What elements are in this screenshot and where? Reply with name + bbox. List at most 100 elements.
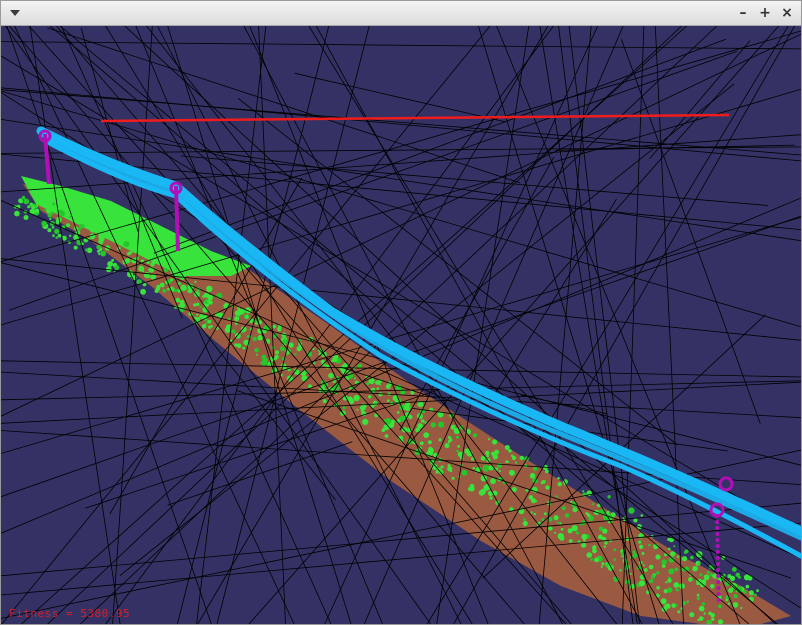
vegetation-point xyxy=(472,466,476,470)
candidate-line xyxy=(453,26,795,624)
power-line-lower xyxy=(43,138,801,559)
vegetation-point xyxy=(312,347,315,351)
vegetation-point xyxy=(194,291,200,298)
candidate-line xyxy=(315,26,643,624)
vegetation-point xyxy=(554,532,556,534)
candidate-line xyxy=(146,26,618,624)
vegetation-point xyxy=(449,469,453,473)
vegetation-point xyxy=(372,400,378,406)
vegetation-point xyxy=(582,538,586,542)
vegetation-point xyxy=(248,318,254,324)
vegetation-point xyxy=(111,258,115,262)
vegetation-point xyxy=(98,252,101,256)
vegetation-point xyxy=(313,362,316,365)
3d-viewport[interactable] xyxy=(1,26,801,624)
vegetation-point xyxy=(653,545,658,550)
candidate-line xyxy=(197,26,549,624)
vegetation-point xyxy=(444,443,450,449)
candidate-line xyxy=(238,98,678,446)
vegetation-point xyxy=(533,512,536,516)
vegetation-point xyxy=(718,619,722,623)
vegetation-point xyxy=(348,387,352,390)
vegetation-point xyxy=(438,421,445,428)
vegetation-point xyxy=(98,238,104,245)
close-button[interactable]: × xyxy=(781,5,793,21)
candidate-line xyxy=(258,26,286,624)
vegetation-point xyxy=(85,248,88,252)
vegetation-point xyxy=(488,438,491,441)
maximize-button[interactable]: + xyxy=(759,5,771,21)
vegetation-point xyxy=(668,568,675,575)
vegetation-point xyxy=(702,579,707,584)
candidate-line xyxy=(1,371,801,419)
vegetation-point xyxy=(664,604,668,607)
window-menu-button[interactable] xyxy=(8,7,22,19)
vegetation-point xyxy=(196,302,200,306)
point-cloud-scene[interactable] xyxy=(1,26,801,624)
vegetation-point xyxy=(100,227,105,232)
candidate-lines xyxy=(1,26,801,624)
vegetation-point xyxy=(450,424,456,430)
vegetation-point xyxy=(440,465,444,469)
vegetation-point xyxy=(692,565,698,572)
candidate-line xyxy=(340,366,438,400)
vegetation-point xyxy=(639,544,644,550)
vegetation-point xyxy=(598,534,603,540)
vegetation-point xyxy=(86,247,93,254)
vegetation-point xyxy=(325,364,330,369)
candidate-line xyxy=(112,26,153,624)
vegetation-point xyxy=(661,564,666,568)
vegetation-point xyxy=(681,567,686,572)
vegetation-point xyxy=(245,307,252,314)
vegetation-point xyxy=(322,399,327,404)
vegetation-point xyxy=(202,295,206,298)
vegetation-point xyxy=(14,210,20,217)
vegetation-point xyxy=(667,578,672,583)
candidate-line xyxy=(1,26,491,624)
vegetation-point xyxy=(342,362,348,368)
candidate-line xyxy=(60,26,332,624)
vegetation-point xyxy=(376,387,380,390)
vegetation-point xyxy=(273,333,278,339)
vegetation-point xyxy=(206,285,213,292)
vegetation-point xyxy=(386,399,390,402)
candidate-line xyxy=(654,26,684,624)
vegetation-point xyxy=(688,577,693,582)
vegetation-point xyxy=(727,602,731,605)
vegetation-point xyxy=(508,449,512,453)
minimize-button[interactable]: – xyxy=(739,5,747,21)
vegetation-point xyxy=(671,603,677,608)
candidate-line xyxy=(1,200,801,559)
vegetation-point xyxy=(727,574,732,579)
vegetation-point xyxy=(753,593,757,597)
candidate-line xyxy=(1,381,801,424)
candidate-line xyxy=(80,26,718,624)
vegetation-point xyxy=(613,558,616,561)
vegetation-point xyxy=(674,567,679,572)
vegetation-point xyxy=(632,550,636,554)
vegetation-point xyxy=(163,268,169,273)
vegetation-point xyxy=(683,551,687,554)
vegetation-point xyxy=(528,495,534,500)
vegetation-point xyxy=(66,216,69,220)
tower-insulator xyxy=(169,181,183,195)
title-bar[interactable]: – + × xyxy=(1,1,801,26)
vegetation-point xyxy=(667,587,673,593)
vegetation-point xyxy=(396,411,400,414)
vegetation-point xyxy=(52,234,55,237)
vegetation-point xyxy=(195,316,200,321)
vegetation-point xyxy=(406,438,413,445)
candidate-line xyxy=(59,26,778,624)
vegetation-point xyxy=(519,455,524,461)
candidate-line xyxy=(49,26,750,624)
vegetation-point xyxy=(331,360,334,363)
chevron-down-icon xyxy=(10,10,20,16)
vegetation-point xyxy=(575,531,579,535)
vegetation-point xyxy=(509,469,515,475)
vegetation-point xyxy=(342,406,346,410)
vegetation-point xyxy=(555,495,558,498)
candidate-line xyxy=(558,26,634,624)
tower-points xyxy=(38,129,734,602)
candidate-line xyxy=(482,314,766,579)
vegetation-point xyxy=(279,346,285,352)
